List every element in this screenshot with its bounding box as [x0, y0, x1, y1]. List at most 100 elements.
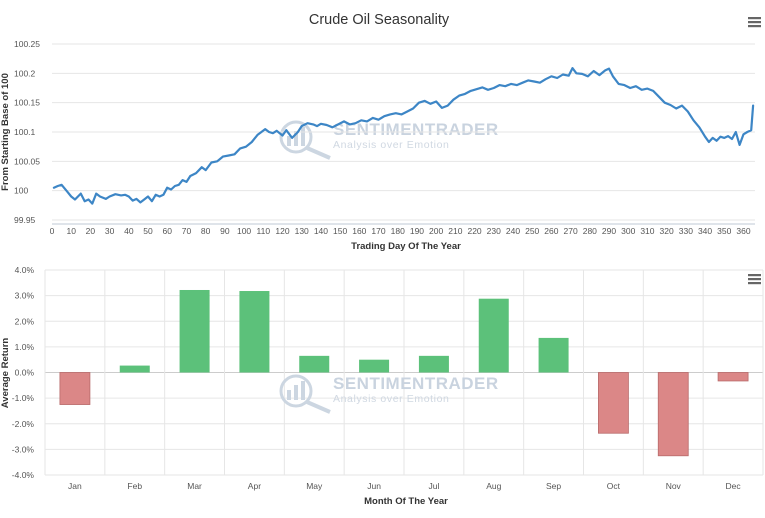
x-tick-label: 40	[124, 226, 134, 236]
x-tick-label: 230	[487, 226, 501, 236]
watermark-logo-icon	[279, 120, 313, 154]
x-tick-label: 290	[602, 226, 616, 236]
watermark-logo-bar-icon	[301, 381, 305, 400]
watermark-logo-handle-icon	[306, 146, 331, 160]
x-tick-label: 220	[467, 226, 481, 236]
x-tick-label: 110	[257, 226, 271, 236]
watermark-logo-bar-icon	[294, 131, 298, 146]
top-x-axis-title: Trading Day Of The Year	[351, 241, 461, 252]
bottom-x-axis-title: Month Of The Year	[364, 496, 448, 507]
bar-jul	[418, 355, 449, 373]
bar-jun	[359, 359, 390, 373]
month-labels: Jan Feb Mar Apr May Jun Jul Aug Sep Oct Nov Dec	[68, 481, 741, 491]
bar-mar	[179, 289, 210, 373]
x-tick-label: 60	[163, 226, 173, 236]
seasonality-line-chart: Crude Oil Seasonality SENTIMENTRADER Ana…	[0, 12, 761, 252]
x-tick-label: 300	[621, 226, 635, 236]
watermark-logo-bar-icon	[287, 390, 291, 400]
x-tick-label: 310	[640, 226, 654, 236]
x-tick-label: 100	[237, 226, 251, 236]
bar-aug	[478, 298, 509, 373]
hamburger-menu-icon[interactable]	[748, 274, 761, 285]
month-label: Apr	[248, 481, 261, 491]
month-label: Aug	[486, 481, 501, 491]
watermark: SENTIMENTRADER Analysis over Emotion	[279, 120, 499, 160]
x-tick-label: 320	[660, 226, 674, 236]
hamburger-menu-icon[interactable]	[748, 17, 761, 28]
bar-oct	[598, 372, 629, 434]
x-tick-label: 0	[50, 226, 55, 236]
x-tick-label: 340	[698, 226, 712, 236]
x-tick-label: 200	[429, 226, 443, 236]
y-tick-label: 100	[14, 186, 28, 196]
x-tick-label: 30	[105, 226, 115, 236]
month-label: May	[306, 481, 323, 491]
x-tick-label: 280	[583, 226, 597, 236]
y-tick-label: -4.0%	[12, 470, 35, 480]
y-tick-label: -2.0%	[12, 419, 35, 429]
month-label: Oct	[607, 481, 621, 491]
x-tick-label: 170	[371, 226, 385, 236]
x-tick-label: 80	[201, 226, 211, 236]
x-tick-label: 20	[86, 226, 96, 236]
y-tick-label: 100.2	[14, 68, 36, 78]
watermark-tagline: Analysis over Emotion	[333, 139, 449, 151]
x-tick-label: 190	[410, 226, 424, 236]
y-tick-label: 2.0%	[15, 316, 35, 326]
watermark-tagline: Analysis over Emotion	[333, 393, 449, 405]
bar-jan	[59, 372, 91, 405]
watermark: SENTIMENTRADER Analysis over Emotion	[279, 374, 499, 414]
x-tick-label: 150	[333, 226, 347, 236]
bar-may	[299, 355, 330, 373]
chart-title: Crude Oil Seasonality	[309, 12, 450, 28]
bar-feb	[119, 365, 150, 373]
month-label: Mar	[187, 481, 202, 491]
watermark-logo-bar-icon	[294, 385, 298, 400]
month-category-dividers	[44, 270, 764, 475]
month-label: Nov	[666, 481, 682, 491]
y-tick-label: -3.0%	[12, 444, 35, 454]
x-tick-label: 260	[544, 226, 558, 236]
y-tick-label: 3.0%	[15, 291, 35, 301]
x-tick-label: 360	[736, 226, 750, 236]
bar-apr	[239, 291, 270, 373]
bottom-y-axis-title: Average Return	[0, 338, 11, 409]
top-y-axis-ticks: 99.95 100 100.05 100.1 100.15 100.2 100.25	[14, 39, 40, 225]
x-tick-label: 120	[275, 226, 289, 236]
y-tick-label: -1.0%	[12, 393, 35, 403]
bar-nov	[657, 372, 689, 457]
y-tick-label: 0.0%	[15, 368, 35, 378]
x-tick-label: 250	[525, 226, 539, 236]
watermark-brand: SENTIMENTRADER	[333, 120, 499, 139]
watermark-logo-bar-icon	[301, 127, 305, 146]
x-tick-label: 350	[717, 226, 731, 236]
y-tick-label: 100.05	[14, 156, 40, 166]
month-label: Jul	[428, 481, 439, 491]
watermark-brand: SENTIMENTRADER	[333, 374, 499, 393]
y-tick-label: 1.0%	[15, 342, 35, 352]
y-tick-label: 99.95	[14, 215, 36, 225]
x-tick-label: 50	[143, 226, 153, 236]
x-tick-label: 140	[314, 226, 328, 236]
watermark-logo-icon	[279, 374, 313, 408]
x-tick-label: 10	[66, 226, 76, 236]
month-label: Jun	[367, 481, 381, 491]
month-label: Dec	[726, 481, 742, 491]
x-tick-label: 270	[564, 226, 578, 236]
seasonality-line	[52, 67, 755, 205]
top-gridlines	[52, 43, 755, 221]
top-y-axis-title: From Starting Base of 100	[0, 73, 11, 191]
x-tick-label: 240	[506, 226, 520, 236]
month-label: Sep	[546, 481, 561, 491]
monthly-bars	[59, 289, 749, 457]
monthly-return-bar-chart: SENTIMENTRADER Analysis over Emotion 4.0…	[0, 265, 764, 507]
month-label: Jan	[68, 481, 82, 491]
x-tick-label: 160	[352, 226, 366, 236]
x-tick-label: 130	[295, 226, 309, 236]
x-tick-label: 210	[448, 226, 462, 236]
x-tick-label: 180	[391, 226, 405, 236]
y-tick-label: 100.1	[14, 127, 36, 137]
y-tick-label: 100.15	[14, 98, 40, 108]
top-x-axis-ticks: 0 10 20 30 40 50 60 70 80 90 100 110 120 130 140 150 160…	[50, 226, 751, 236]
